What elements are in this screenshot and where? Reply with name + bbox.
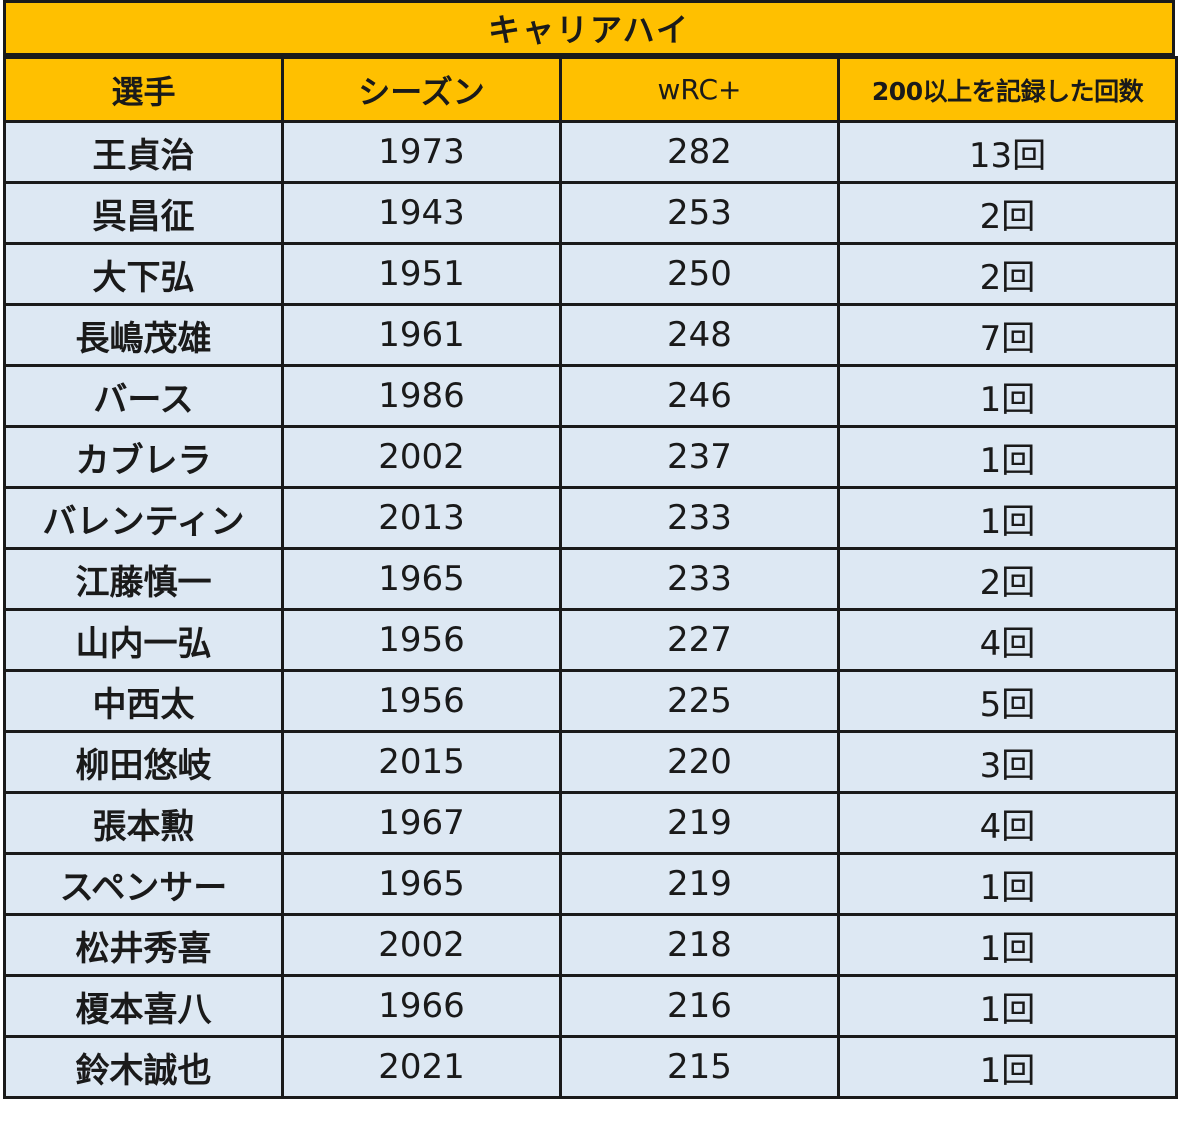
wrc-plus-cell: 225 (559, 669, 840, 733)
season-cell: 1943 (281, 181, 562, 245)
wrc-plus-cell: 219 (559, 852, 840, 916)
count-cell: 1回 (837, 1035, 1178, 1099)
player-name-cell: 松井秀喜 (3, 913, 284, 977)
player-name-cell: 江藤慎一 (3, 547, 284, 611)
table-row: 呉昌征 1943 253 2回 (3, 181, 1178, 245)
wrc-plus-cell: 219 (559, 791, 840, 855)
season-cell: 1967 (281, 791, 562, 855)
season-cell: 1956 (281, 608, 562, 672)
count-cell: 5回 (837, 669, 1178, 733)
count-cell: 1回 (837, 852, 1178, 916)
wrc-plus-cell: 248 (559, 303, 840, 367)
table-row: バース 1986 246 1回 (3, 364, 1178, 428)
season-cell: 2002 (281, 425, 562, 489)
table-row: 大下弘 1951 250 2回 (3, 242, 1178, 306)
table-row: 榎本喜八 1966 216 1回 (3, 974, 1178, 1038)
wrc-plus-cell: 233 (559, 547, 840, 611)
wrc-plus-cell: 220 (559, 730, 840, 794)
count-cell: 4回 (837, 608, 1178, 672)
player-name-cell: 鈴木誠也 (3, 1035, 284, 1099)
wrc-plus-cell: 282 (559, 120, 840, 184)
count-cell: 2回 (837, 181, 1178, 245)
player-name-cell: 榎本喜八 (3, 974, 284, 1038)
count-cell: 4回 (837, 791, 1178, 855)
count-cell: 1回 (837, 486, 1178, 550)
season-cell: 1961 (281, 303, 562, 367)
player-name-cell: 山内一弘 (3, 608, 284, 672)
table-row: 王貞治 1973 282 13回 (3, 120, 1178, 184)
table-row: 山内一弘 1956 227 4回 (3, 608, 1178, 672)
player-name-cell: 張本勲 (3, 791, 284, 855)
season-cell: 2013 (281, 486, 562, 550)
table-row: 柳田悠岐 2015 220 3回 (3, 730, 1178, 794)
table-row: バレンティン 2013 233 1回 (3, 486, 1178, 550)
table-body: 王貞治 1973 282 13回 呉昌征 1943 253 2回 大下弘 1951 250 2回 長嶋茂… (3, 120, 1178, 1099)
season-cell: 1951 (281, 242, 562, 306)
wrc-plus-cell: 218 (559, 913, 840, 977)
count-cell: 1回 (837, 913, 1178, 977)
player-name-cell: 長嶋茂雄 (3, 303, 284, 367)
player-name-cell: 大下弘 (3, 242, 284, 306)
season-cell: 1966 (281, 974, 562, 1038)
table-row: 松井秀喜 2002 218 1回 (3, 913, 1178, 977)
player-name-cell: 柳田悠岐 (3, 730, 284, 794)
wrc-plus-cell: 237 (559, 425, 840, 489)
wrc-plus-cell: 233 (559, 486, 840, 550)
player-name-cell: バース (3, 364, 284, 428)
header-season: シーズン (281, 56, 562, 123)
wrc-plus-cell: 227 (559, 608, 840, 672)
season-cell: 1965 (281, 852, 562, 916)
player-name-cell: スペンサー (3, 852, 284, 916)
header-wrc-plus: wRC+ (559, 56, 840, 123)
season-cell: 1973 (281, 120, 562, 184)
player-name-cell: 王貞治 (3, 120, 284, 184)
table-row: スペンサー 1965 219 1回 (3, 852, 1178, 916)
season-cell: 2021 (281, 1035, 562, 1099)
career-high-table: 選手 シーズン wRC+ 200以上を記録した回数 王貞治 1973 282 13回呉… (3, 56, 1178, 1099)
table-row: カブレラ 2002 237 1回 (3, 425, 1178, 489)
season-cell: 1965 (281, 547, 562, 611)
header-player: 選手 (3, 56, 284, 123)
season-cell: 2002 (281, 913, 562, 977)
wrc-plus-cell: 215 (559, 1035, 840, 1099)
header-row: 選手 シーズン wRC+ 200以上を記録した回数 (3, 56, 1178, 123)
wrc-plus-cell: 250 (559, 242, 840, 306)
table-row: 張本勲 1967 219 4回 (3, 791, 1178, 855)
table-row: 江藤慎一 1965 233 2回 (3, 547, 1178, 611)
table-title: キャリアハイ (3, 0, 1175, 56)
season-cell: 2015 (281, 730, 562, 794)
table-row: 中西太 1956 225 5回 (3, 669, 1178, 733)
count-cell: 2回 (837, 242, 1178, 306)
season-cell: 1956 (281, 669, 562, 733)
career-high-table-sheet: キャリアハイ 選手 シーズン wRC+ 200以上を記録した回数 王貞治 1973… (3, 0, 1178, 1099)
player-name-cell: バレンティン (3, 486, 284, 550)
count-cell: 13回 (837, 120, 1178, 184)
table-row: 鈴木誠也 2021 215 1回 (3, 1035, 1178, 1099)
count-cell: 1回 (837, 974, 1178, 1038)
count-cell: 1回 (837, 425, 1178, 489)
player-name-cell: 呉昌征 (3, 181, 284, 245)
wrc-plus-cell: 216 (559, 974, 840, 1038)
count-cell: 2回 (837, 547, 1178, 611)
wrc-plus-cell: 246 (559, 364, 840, 428)
count-cell: 3回 (837, 730, 1178, 794)
season-cell: 1986 (281, 364, 562, 428)
player-name-cell: カブレラ (3, 425, 284, 489)
header-200plus-count: 200以上を記録した回数 (837, 56, 1178, 123)
table-row: 長嶋茂雄 1961 248 7回 (3, 303, 1178, 367)
count-cell: 1回 (837, 364, 1178, 428)
player-name-cell: 中西太 (3, 669, 284, 733)
wrc-plus-cell: 253 (559, 181, 840, 245)
count-cell: 7回 (837, 303, 1178, 367)
